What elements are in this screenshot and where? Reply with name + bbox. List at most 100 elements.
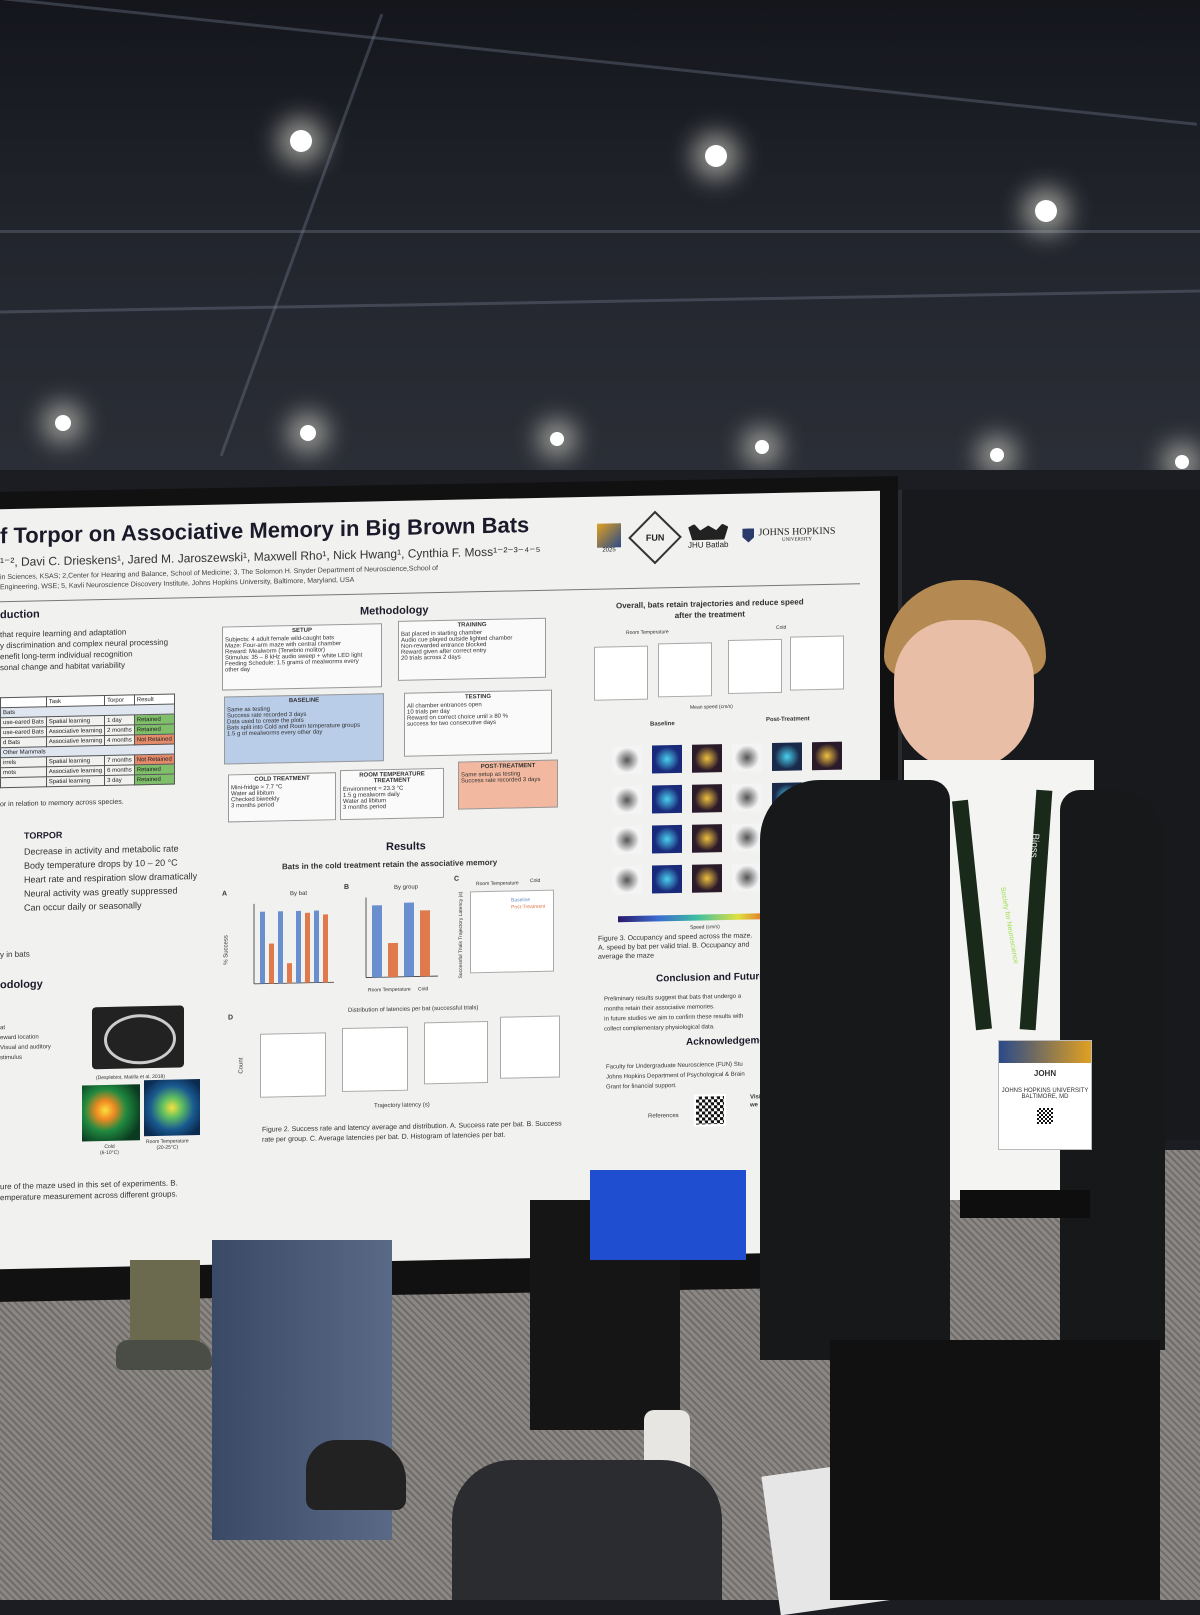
- heatmap-cell: [652, 784, 682, 814]
- bar: [420, 910, 430, 977]
- torpor-side-note: y in bats: [0, 949, 30, 960]
- speed-cold-label: Cold: [776, 624, 787, 631]
- logo-row: 2025 FUN JHU Batlab JOHNS HOPKINS UNIVER…: [596, 510, 835, 565]
- setup-box: SETUP Subjects: 4 adult female wild-caug…: [222, 623, 382, 691]
- baseline-heading: Baseline: [650, 721, 675, 728]
- cold-treatment-box: COLD TREATMENT Mini-fridge ≈ 7.7 °C Water…: [228, 772, 336, 823]
- fun-logo: FUN: [628, 510, 682, 565]
- histogram-bat-b: [342, 1026, 408, 1093]
- heatmap-cell: [612, 785, 642, 815]
- heatmap-cell: [812, 781, 842, 811]
- bar: [314, 910, 319, 983]
- convention-ceiling: [0, 0, 1200, 470]
- histogram-xlabel: Trajectory latency (s): [374, 1102, 430, 1110]
- latency-cold-label: Cold: [530, 877, 541, 885]
- training-box: TRAINING Bat placed in starting chamber A…: [398, 617, 546, 681]
- conclusion-heading: Conclusion and Future D: [656, 970, 775, 985]
- group-cold-label: Cold: [418, 986, 429, 993]
- ceiling-light: [990, 448, 1004, 462]
- heatmap-cell: [812, 861, 842, 891]
- heatmap-cell: [772, 822, 802, 852]
- bar: [305, 912, 310, 983]
- heatmap-cell: [732, 863, 762, 892]
- bar: [388, 942, 398, 978]
- histogram-bat-c: [424, 1020, 488, 1085]
- methodology-left-caption: ure of the maze used in this set of expe…: [0, 1178, 178, 1203]
- ceiling-light: [755, 440, 769, 454]
- bar: [296, 910, 301, 984]
- heatmap-cell: [652, 744, 682, 774]
- group-room-label: Room Temperature: [368, 986, 411, 994]
- ceiling-light: [1175, 455, 1189, 469]
- thermal-room-label: Room Temperature (20-25°C): [146, 1138, 189, 1151]
- heatmap-cell: [612, 865, 642, 895]
- results-subheading: Bats in the cold treatment retain the as…: [282, 857, 498, 872]
- name-badge: JOHN JOHNS HOPKINS UNIVERSITY BALTIMORE,…: [998, 1040, 1092, 1150]
- distribution-title: Distribution of latencies per bat (succe…: [348, 1005, 479, 1014]
- speed-room-label: Room Temperature: [626, 629, 669, 637]
- mean-speed-label: Mean speed (cm/s): [690, 703, 733, 711]
- speed-histogram-bat-b: [658, 642, 712, 698]
- heatmap-cell: [692, 824, 722, 853]
- speed-colorbar: [618, 912, 778, 923]
- post-treatment-heading: Post-Treatment: [766, 716, 810, 724]
- success-by-bat-chart: [253, 903, 334, 985]
- heatmap-cell: [772, 742, 802, 772]
- neuroscience-logo: 2025: [596, 518, 622, 559]
- backpack-on-floor: [452, 1460, 722, 1600]
- speed-histogram-bat-d: [790, 635, 844, 691]
- ceiling-light: [1035, 200, 1057, 222]
- background-sneaker: [306, 1440, 406, 1510]
- bar: [287, 963, 292, 984]
- histogram-bat-a: [260, 1032, 326, 1098]
- introduction-heading: duction: [0, 608, 40, 622]
- poster-affiliations: in Sciences, KSAS; 2,Center for Hearing …: [0, 565, 438, 592]
- acknowledgement-text: Faculty for Undergraduate Neuroscience (…: [606, 1061, 745, 1091]
- heatmap-cell: [732, 823, 762, 852]
- maze-legend: at eward location Visual and auditory st…: [0, 1025, 51, 1062]
- panel-c-label: C: [454, 875, 460, 883]
- heatmap-cell: [692, 784, 722, 813]
- conclusion-text: Preliminary results suggest that bats th…: [604, 993, 744, 1033]
- success-by-group-chart: [365, 897, 438, 978]
- panel-a-label: A: [222, 890, 228, 898]
- thermal-cold-label: Cold (6-10°C): [100, 1143, 119, 1157]
- panel-d-label: D: [228, 1014, 234, 1022]
- figure-2-caption: Figure 2. Success rate and latency avera…: [262, 1120, 562, 1144]
- heatmap-cell: [652, 864, 682, 894]
- references-label: References: [648, 1113, 679, 1120]
- heatmap-cell: [612, 825, 642, 855]
- background-shoe: [116, 1340, 212, 1370]
- figure-3-caption: Figure 3. Occupancy and speed across the…: [598, 932, 753, 961]
- bar: [278, 911, 283, 984]
- bar: [323, 914, 328, 983]
- johns-hopkins-logo: JOHNS HOPKINS UNIVERSITY: [742, 526, 835, 544]
- histogram-count-label: Count: [238, 1057, 245, 1074]
- latency-chart: Baseline Post-Treatment: [470, 889, 554, 974]
- heatmap-cell: [732, 743, 762, 772]
- histogram-bat-d: [500, 1015, 560, 1079]
- results-heading: Results: [386, 840, 426, 854]
- heatmap-cell: [692, 744, 722, 773]
- methodology-heading: Methodology: [360, 604, 429, 618]
- heatmap-cell: [692, 864, 722, 893]
- bar: [269, 943, 274, 984]
- heatmap-cell: [732, 783, 762, 812]
- testing-box: TESTING All chamber entrances open 10 tri…: [404, 689, 552, 757]
- introduction-text: that require learning and adaptation y d…: [0, 627, 169, 673]
- ceiling-light: [55, 415, 71, 431]
- ceiling-light: [550, 432, 564, 446]
- acknowledgement-heading: Acknowledgement: [686, 1034, 775, 1048]
- bar: [404, 902, 414, 977]
- thermal-image-cold: [82, 1084, 140, 1142]
- bar: [372, 905, 382, 978]
- speed-histogram-bat-a: [594, 645, 648, 701]
- species-memory-table: Task Torpor Result Bats use-eared Bats Spat…: [0, 694, 175, 789]
- table-caption: or in relation to memory across species.: [0, 798, 124, 809]
- bar: [260, 911, 265, 984]
- poster-title: f Torpor on Associative Memory in Big Br…: [0, 512, 530, 549]
- room-treatment-box: ROOM TEMPERATURE TREATMENT Environment ≈…: [340, 767, 444, 821]
- maze-photo: [92, 1005, 184, 1070]
- ceiling-light: [290, 130, 312, 152]
- methodology-left-heading: odology: [0, 978, 43, 992]
